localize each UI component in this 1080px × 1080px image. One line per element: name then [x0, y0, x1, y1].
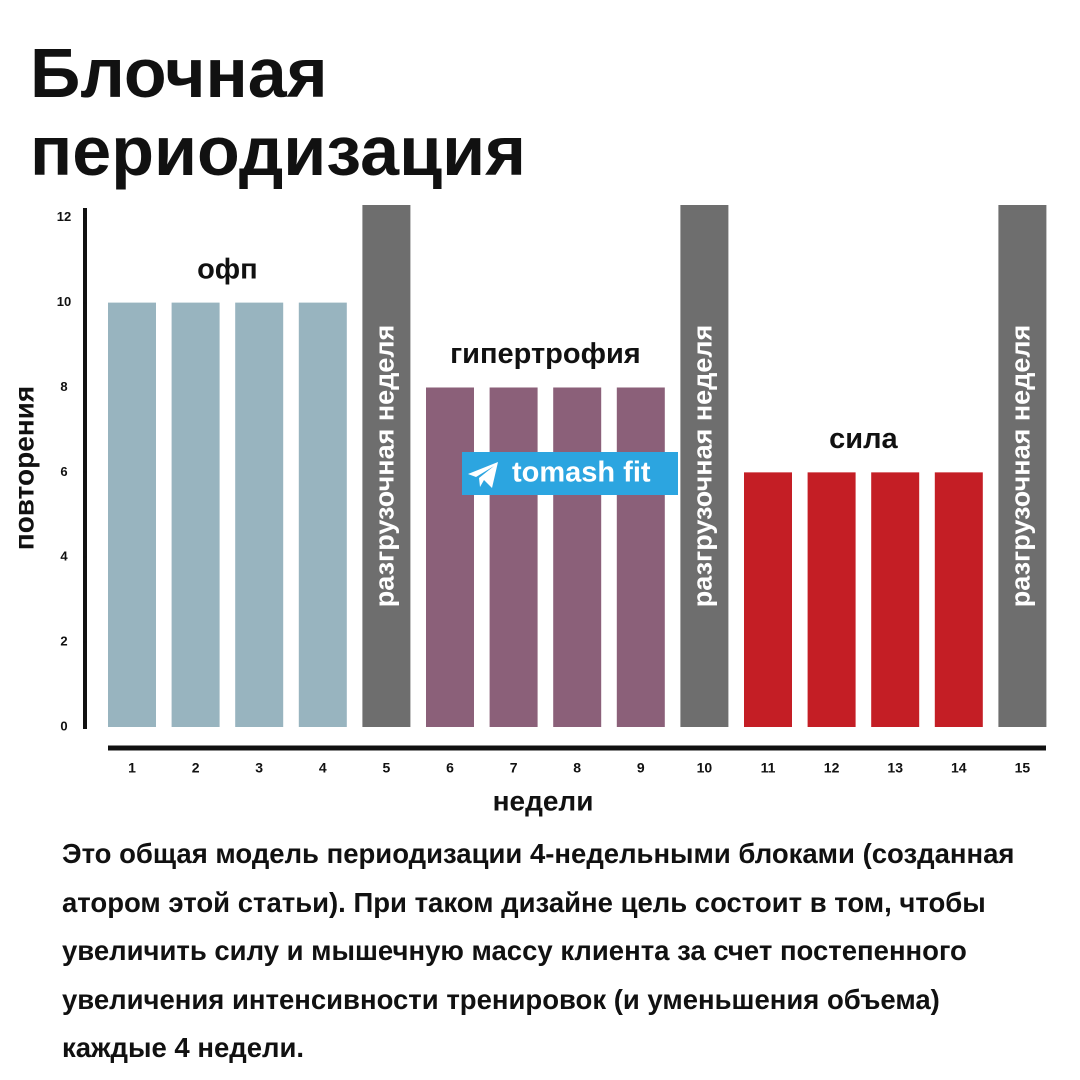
- bar: [871, 472, 920, 727]
- bar: [171, 302, 220, 727]
- bar: [934, 472, 983, 727]
- bar-text: разгрузочная неделя: [370, 325, 400, 608]
- y-tick-label: 4: [60, 549, 68, 564]
- watermark: tomash fit: [462, 452, 678, 495]
- watermark-bg: [462, 452, 678, 495]
- bar: [298, 302, 347, 727]
- x-tick-label: 15: [1015, 760, 1031, 776]
- y-tick-label: 10: [57, 294, 71, 309]
- y-tick-label: 8: [60, 379, 67, 394]
- bar-text: разгрузочная неделя: [688, 325, 718, 608]
- x-tick-label: 14: [951, 760, 967, 776]
- bar: [553, 387, 602, 727]
- bar: [489, 387, 538, 727]
- caption: Это общая модель периодизации 4-недельны…: [62, 838, 1015, 1063]
- x-tick-label: 3: [255, 760, 263, 776]
- x-tick-label: 2: [192, 760, 200, 776]
- bar-text: разгрузочная неделя: [1006, 325, 1036, 608]
- block-label: сила: [829, 423, 898, 455]
- bar: [998, 205, 1047, 727]
- x-axis-label: недели: [493, 785, 594, 816]
- x-tick-label: 10: [697, 760, 713, 776]
- y-tick-label: 6: [60, 464, 67, 479]
- y-axis-label: повторения: [8, 386, 39, 550]
- x-tick-label: 13: [887, 760, 903, 776]
- bar: [108, 302, 156, 727]
- bar: [362, 205, 411, 727]
- x-tick-label: 5: [383, 760, 391, 776]
- bar: [235, 302, 284, 727]
- bar: [744, 472, 792, 727]
- y-tick-label: 0: [60, 718, 67, 733]
- bar: [680, 205, 729, 727]
- block-label: офп: [197, 253, 258, 285]
- x-tick-label: 12: [824, 760, 840, 776]
- x-tick-label: 9: [637, 760, 645, 776]
- block-label: гипертрофия: [450, 338, 641, 370]
- x-tick-label: 7: [510, 760, 518, 776]
- watermark-text: tomash fit: [512, 457, 651, 489]
- x-tick-label: 11: [761, 760, 776, 776]
- x-tick-label: 4: [319, 760, 327, 776]
- y-tick-label: 12: [57, 209, 71, 224]
- x-tick-label: 1: [128, 760, 136, 776]
- bar: [616, 387, 665, 727]
- bar: [426, 387, 474, 727]
- chart-title: Блочная периодизация: [30, 34, 527, 190]
- y-tick-label: 2: [60, 634, 67, 649]
- telegram-icon: [468, 462, 498, 488]
- bar: [807, 472, 856, 727]
- x-tick-label: 6: [446, 760, 454, 776]
- x-tick-label: 8: [573, 760, 581, 776]
